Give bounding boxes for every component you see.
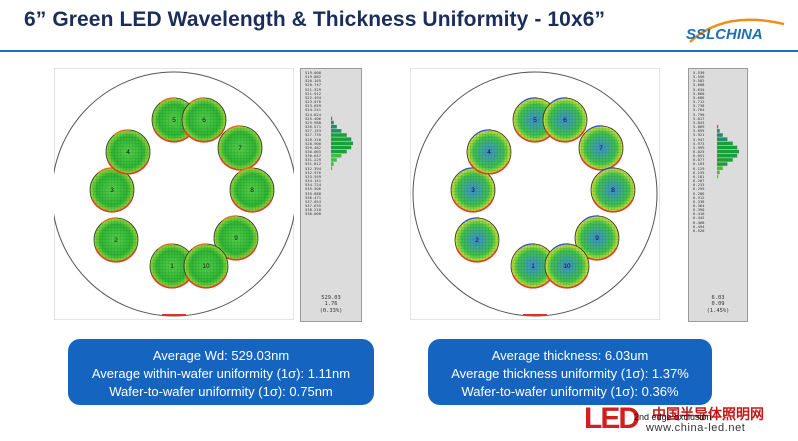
wafer-to-wafer-uniformity: Wafer-to-wafer uniformity (1σ): 0.75nm bbox=[68, 383, 374, 401]
china-led-watermark: LED 中国半导体照明网 www.china-led.net 2nd edge … bbox=[582, 400, 798, 441]
thickness-wafer-8: 8 bbox=[591, 168, 635, 212]
thickness-histogram-bar-14 bbox=[717, 129, 720, 133]
wavelength-wafer-label-7: 7 bbox=[238, 145, 242, 152]
wavelength-wafer-label-9: 9 bbox=[234, 235, 238, 242]
wavelength-histogram-bar-13 bbox=[331, 125, 337, 129]
thickness-scale-bar: 5.530 5.556 5.582 5.608 5.634 5.660 5.686 5.712… bbox=[688, 68, 748, 322]
thickness-histogram-bar-16 bbox=[717, 137, 727, 141]
sslchina-logo: SSLCHINA bbox=[684, 22, 788, 48]
thickness-wafer-label-8: 8 bbox=[611, 187, 615, 194]
thickness-wafer-map: 1 2 3 4 5 6 7 8 9 10 bbox=[410, 68, 660, 320]
logo-text: SSLCHINA bbox=[686, 26, 763, 43]
wavelength-map-panel: 1 2 3 4 5 6 7 8 9 10 bbox=[54, 68, 294, 320]
thickness-histogram-bar-21 bbox=[717, 158, 733, 162]
wavelength-wafer-4: 4 bbox=[106, 130, 150, 174]
thickness-histogram-bar-23 bbox=[717, 166, 723, 170]
wavelength-wafer-label-5: 5 bbox=[172, 117, 176, 124]
thickness-wafer-label-4: 4 bbox=[487, 149, 491, 156]
thickness-wafer-label-2: 2 bbox=[475, 237, 479, 244]
wavelength-histogram-bar-11 bbox=[331, 117, 332, 121]
wavelength-wafer-label-8: 8 bbox=[250, 187, 254, 194]
wavelength-wafer-label-6: 6 bbox=[202, 117, 206, 124]
wavelength-scale-stats: 529.03 1.76 (0.33%) bbox=[301, 295, 361, 314]
thickness-histogram-bar-22 bbox=[717, 162, 727, 166]
wavelength-histogram-bar-17 bbox=[331, 142, 353, 146]
thickness-wafer-label-5: 5 bbox=[533, 117, 537, 124]
wavelength-wafer-10: 10 bbox=[184, 244, 228, 288]
wavelength-histogram-bar-22 bbox=[331, 162, 334, 166]
thickness-histogram-bar-15 bbox=[717, 133, 723, 137]
slide-title: 6” Green LED Wavelength & Thickness Unif… bbox=[24, 8, 605, 32]
wavelength-wafer-label-2: 2 bbox=[114, 237, 118, 244]
wavelength-sigma-percent: (0.33%) bbox=[301, 308, 361, 314]
wavelength-histogram-bar-12 bbox=[331, 121, 334, 125]
thickness-wafer-label-9: 9 bbox=[595, 235, 599, 242]
thickness-wafer-2: 2 bbox=[455, 218, 499, 262]
thickness-wafer-4: 4 bbox=[467, 130, 511, 174]
thickness-wafer-6: 6 bbox=[543, 98, 587, 142]
watermark-overlay-text: 2nd edge exclusion bbox=[634, 412, 712, 422]
thickness-histogram-bar-24 bbox=[717, 171, 720, 175]
thickness-summary-box: Average thickness: 6.03um Average thickn… bbox=[428, 339, 712, 405]
title-underline bbox=[0, 50, 798, 52]
wavelength-histogram-bar-15 bbox=[331, 133, 347, 137]
wavelength-wafer-label-1: 1 bbox=[170, 263, 174, 270]
within-wafer-uniformity: Average within-wafer uniformity (1σ): 1.… bbox=[68, 365, 374, 383]
thickness-histogram-bar-20 bbox=[717, 154, 737, 158]
thickness-sigma-percent: (1.45%) bbox=[689, 308, 747, 314]
wavelength-histogram-bar-14 bbox=[331, 129, 341, 133]
thickness-histogram-bar-18 bbox=[717, 146, 737, 150]
thickness-histogram-bar-17 bbox=[717, 142, 733, 146]
wavelength-summary-box: Average Wd: 529.03nm Average within-wafe… bbox=[68, 339, 374, 405]
wavelength-wafer-7: 7 bbox=[218, 126, 262, 170]
wavelength-histogram-bar-18 bbox=[331, 146, 351, 150]
wavelength-wafer-2: 2 bbox=[94, 218, 138, 262]
thickness-histogram bbox=[689, 69, 747, 321]
led-logo: LED bbox=[584, 402, 638, 436]
wavelength-wafer-map: 1 2 3 4 5 6 7 8 9 10 bbox=[54, 68, 294, 320]
wavelength-scale-bar: 519.000 519.882 520.165 520.747 521.329 521.9… bbox=[300, 68, 362, 322]
wavelength-histogram bbox=[301, 69, 361, 321]
wavelength-wafer-8: 8 bbox=[230, 168, 274, 212]
average-thickness: Average thickness: 6.03um bbox=[428, 347, 712, 365]
thickness-wafer-label-10: 10 bbox=[563, 263, 571, 270]
wavelength-histogram-bar-20 bbox=[331, 154, 341, 158]
wavelength-histogram-bar-16 bbox=[331, 137, 351, 141]
thickness-wafer-label-3: 3 bbox=[471, 187, 475, 194]
thickness-wafer-label-6: 6 bbox=[563, 117, 567, 124]
wavelength-wafer-label-10: 10 bbox=[202, 263, 210, 270]
thickness-uniformity: Average thickness uniformity (1σ): 1.37% bbox=[428, 365, 712, 383]
thickness-histogram-bar-25 bbox=[717, 175, 718, 179]
thickness-map-panel: 1 2 3 4 5 6 7 8 9 10 bbox=[410, 68, 660, 320]
thickness-wafer-label-7: 7 bbox=[599, 145, 603, 152]
thickness-wafer-10: 10 bbox=[545, 244, 589, 288]
thickness-histogram-bar-13 bbox=[717, 125, 718, 129]
wavelength-wafer-label-3: 3 bbox=[110, 187, 114, 194]
wavelength-histogram-bar-21 bbox=[331, 158, 337, 162]
thickness-wafer-to-wafer: Wafer-to-wafer uniformity (1σ): 0.36% bbox=[428, 383, 712, 401]
wavelength-wafer-6: 6 bbox=[182, 98, 226, 142]
thickness-scale-stats: 6.03 0.09 (1.45%) bbox=[689, 295, 747, 314]
wavelength-histogram-bar-23 bbox=[331, 166, 332, 170]
thickness-histogram-bar-19 bbox=[717, 150, 739, 154]
thickness-wafer-label-1: 1 bbox=[531, 263, 535, 270]
thickness-wafer-7: 7 bbox=[579, 126, 623, 170]
watermark-url: www.china-led.net bbox=[646, 422, 745, 434]
wavelength-histogram-bar-19 bbox=[331, 150, 347, 154]
average-wavelength: Average Wd: 529.03nm bbox=[68, 347, 374, 365]
wavelength-wafer-label-4: 4 bbox=[126, 149, 130, 156]
